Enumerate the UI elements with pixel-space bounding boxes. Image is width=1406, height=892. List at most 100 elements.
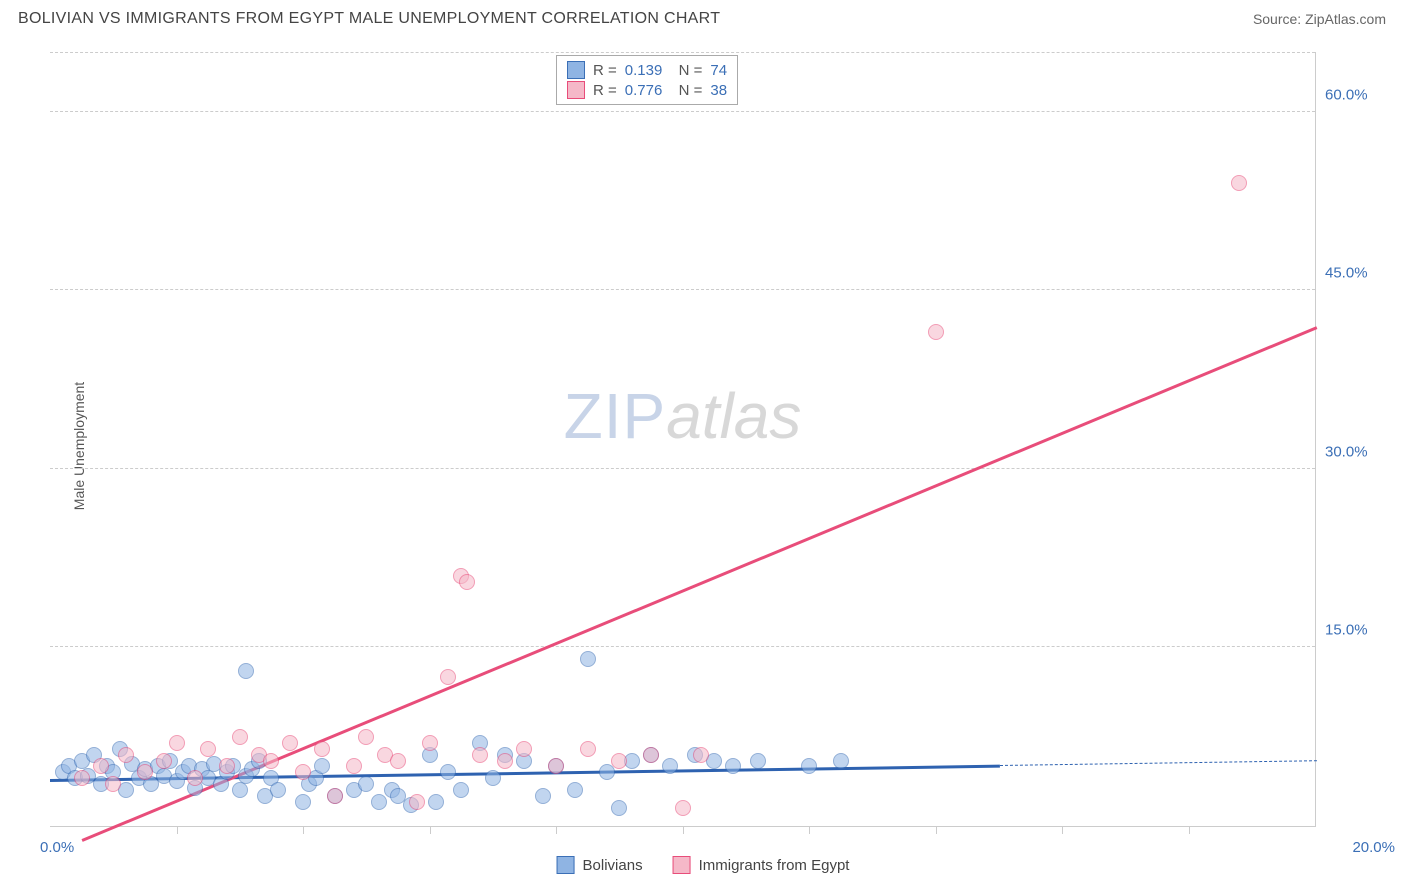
- data-point: [422, 735, 438, 751]
- data-point: [535, 788, 551, 804]
- data-point: [358, 776, 374, 792]
- r-label: R =: [593, 62, 617, 79]
- data-point: [675, 800, 691, 816]
- x-tick-mark: [430, 826, 431, 834]
- data-point: [693, 747, 709, 763]
- stats-row: R = 0.139 N = 74: [567, 60, 727, 80]
- x-tick-mark: [1062, 826, 1063, 834]
- gridline: [50, 52, 1315, 53]
- y-tick-label: 15.0%: [1325, 622, 1385, 639]
- data-point: [263, 753, 279, 769]
- scatter-chart: ZIPatlas 15.0%30.0%45.0%60.0%0.0%20.0%R …: [50, 52, 1316, 827]
- data-point: [105, 776, 121, 792]
- data-point: [409, 794, 425, 810]
- data-point: [219, 758, 235, 774]
- data-point: [662, 758, 678, 774]
- data-point: [548, 758, 564, 774]
- data-point: [453, 782, 469, 798]
- stats-row: R = 0.776 N = 38: [567, 80, 727, 100]
- y-tick-label: 60.0%: [1325, 86, 1385, 103]
- n-label: N =: [670, 62, 702, 79]
- data-point: [187, 770, 203, 786]
- data-point: [232, 729, 248, 745]
- data-point: [169, 735, 185, 751]
- data-point: [1231, 175, 1247, 191]
- data-point: [459, 574, 475, 590]
- data-point: [371, 794, 387, 810]
- data-point: [611, 800, 627, 816]
- legend-swatch: [673, 856, 691, 874]
- x-tick-mark: [683, 826, 684, 834]
- data-point: [314, 758, 330, 774]
- legend-swatch: [557, 856, 575, 874]
- correlation-stats-legend: R = 0.139 N = 74 R = 0.776 N = 38: [556, 55, 738, 105]
- gridline: [50, 111, 1315, 112]
- data-point: [440, 764, 456, 780]
- chart-header: BOLIVIAN VS IMMIGRANTS FROM EGYPT MALE U…: [0, 0, 1406, 38]
- data-point: [611, 753, 627, 769]
- legend-item: Bolivians: [557, 856, 643, 874]
- regression-line: [999, 760, 1316, 766]
- n-value: 74: [710, 62, 727, 79]
- gridline: [50, 646, 1315, 647]
- legend-label: Immigrants from Egypt: [699, 857, 850, 874]
- data-point: [725, 758, 741, 774]
- data-point: [118, 747, 134, 763]
- data-point: [497, 753, 513, 769]
- x-tick-end: 20.0%: [1352, 839, 1395, 856]
- data-point: [295, 794, 311, 810]
- data-point: [516, 741, 532, 757]
- y-tick-label: 45.0%: [1325, 265, 1385, 282]
- data-point: [801, 758, 817, 774]
- data-point: [750, 753, 766, 769]
- gridline: [50, 468, 1315, 469]
- series-swatch: [567, 61, 585, 79]
- data-point: [200, 741, 216, 757]
- data-point: [833, 753, 849, 769]
- data-point: [580, 741, 596, 757]
- watermark: ZIPatlas: [564, 379, 802, 453]
- data-point: [93, 758, 109, 774]
- data-point: [282, 735, 298, 751]
- data-point: [928, 324, 944, 340]
- data-point: [295, 764, 311, 780]
- data-point: [472, 747, 488, 763]
- r-label: R =: [593, 82, 617, 99]
- x-tick-mark: [556, 826, 557, 834]
- data-point: [428, 794, 444, 810]
- gridline: [50, 289, 1315, 290]
- x-tick-mark: [1189, 826, 1190, 834]
- x-tick-mark: [936, 826, 937, 834]
- data-point: [485, 770, 501, 786]
- source-attribution: Source: ZipAtlas.com: [1253, 11, 1386, 27]
- data-point: [238, 663, 254, 679]
- data-point: [346, 758, 362, 774]
- data-point: [137, 764, 153, 780]
- x-tick-mark: [303, 826, 304, 834]
- data-point: [314, 741, 330, 757]
- data-point: [580, 651, 596, 667]
- y-tick-label: 30.0%: [1325, 443, 1385, 460]
- x-tick-mark: [809, 826, 810, 834]
- data-point: [270, 782, 286, 798]
- data-point: [156, 753, 172, 769]
- x-tick-mark: [177, 826, 178, 834]
- chart-title: BOLIVIAN VS IMMIGRANTS FROM EGYPT MALE U…: [18, 10, 720, 28]
- legend-item: Immigrants from Egypt: [673, 856, 850, 874]
- data-point: [599, 764, 615, 780]
- data-point: [390, 753, 406, 769]
- series-legend: Bolivians Immigrants from Egypt: [557, 856, 850, 874]
- r-value: 0.776: [625, 82, 663, 99]
- data-point: [567, 782, 583, 798]
- data-point: [327, 788, 343, 804]
- data-point: [232, 782, 248, 798]
- data-point: [440, 669, 456, 685]
- n-value: 38: [710, 82, 727, 99]
- n-label: N =: [670, 82, 702, 99]
- data-point: [358, 729, 374, 745]
- series-swatch: [567, 81, 585, 99]
- data-point: [74, 770, 90, 786]
- data-point: [643, 747, 659, 763]
- x-tick-origin: 0.0%: [40, 839, 74, 856]
- r-value: 0.139: [625, 62, 663, 79]
